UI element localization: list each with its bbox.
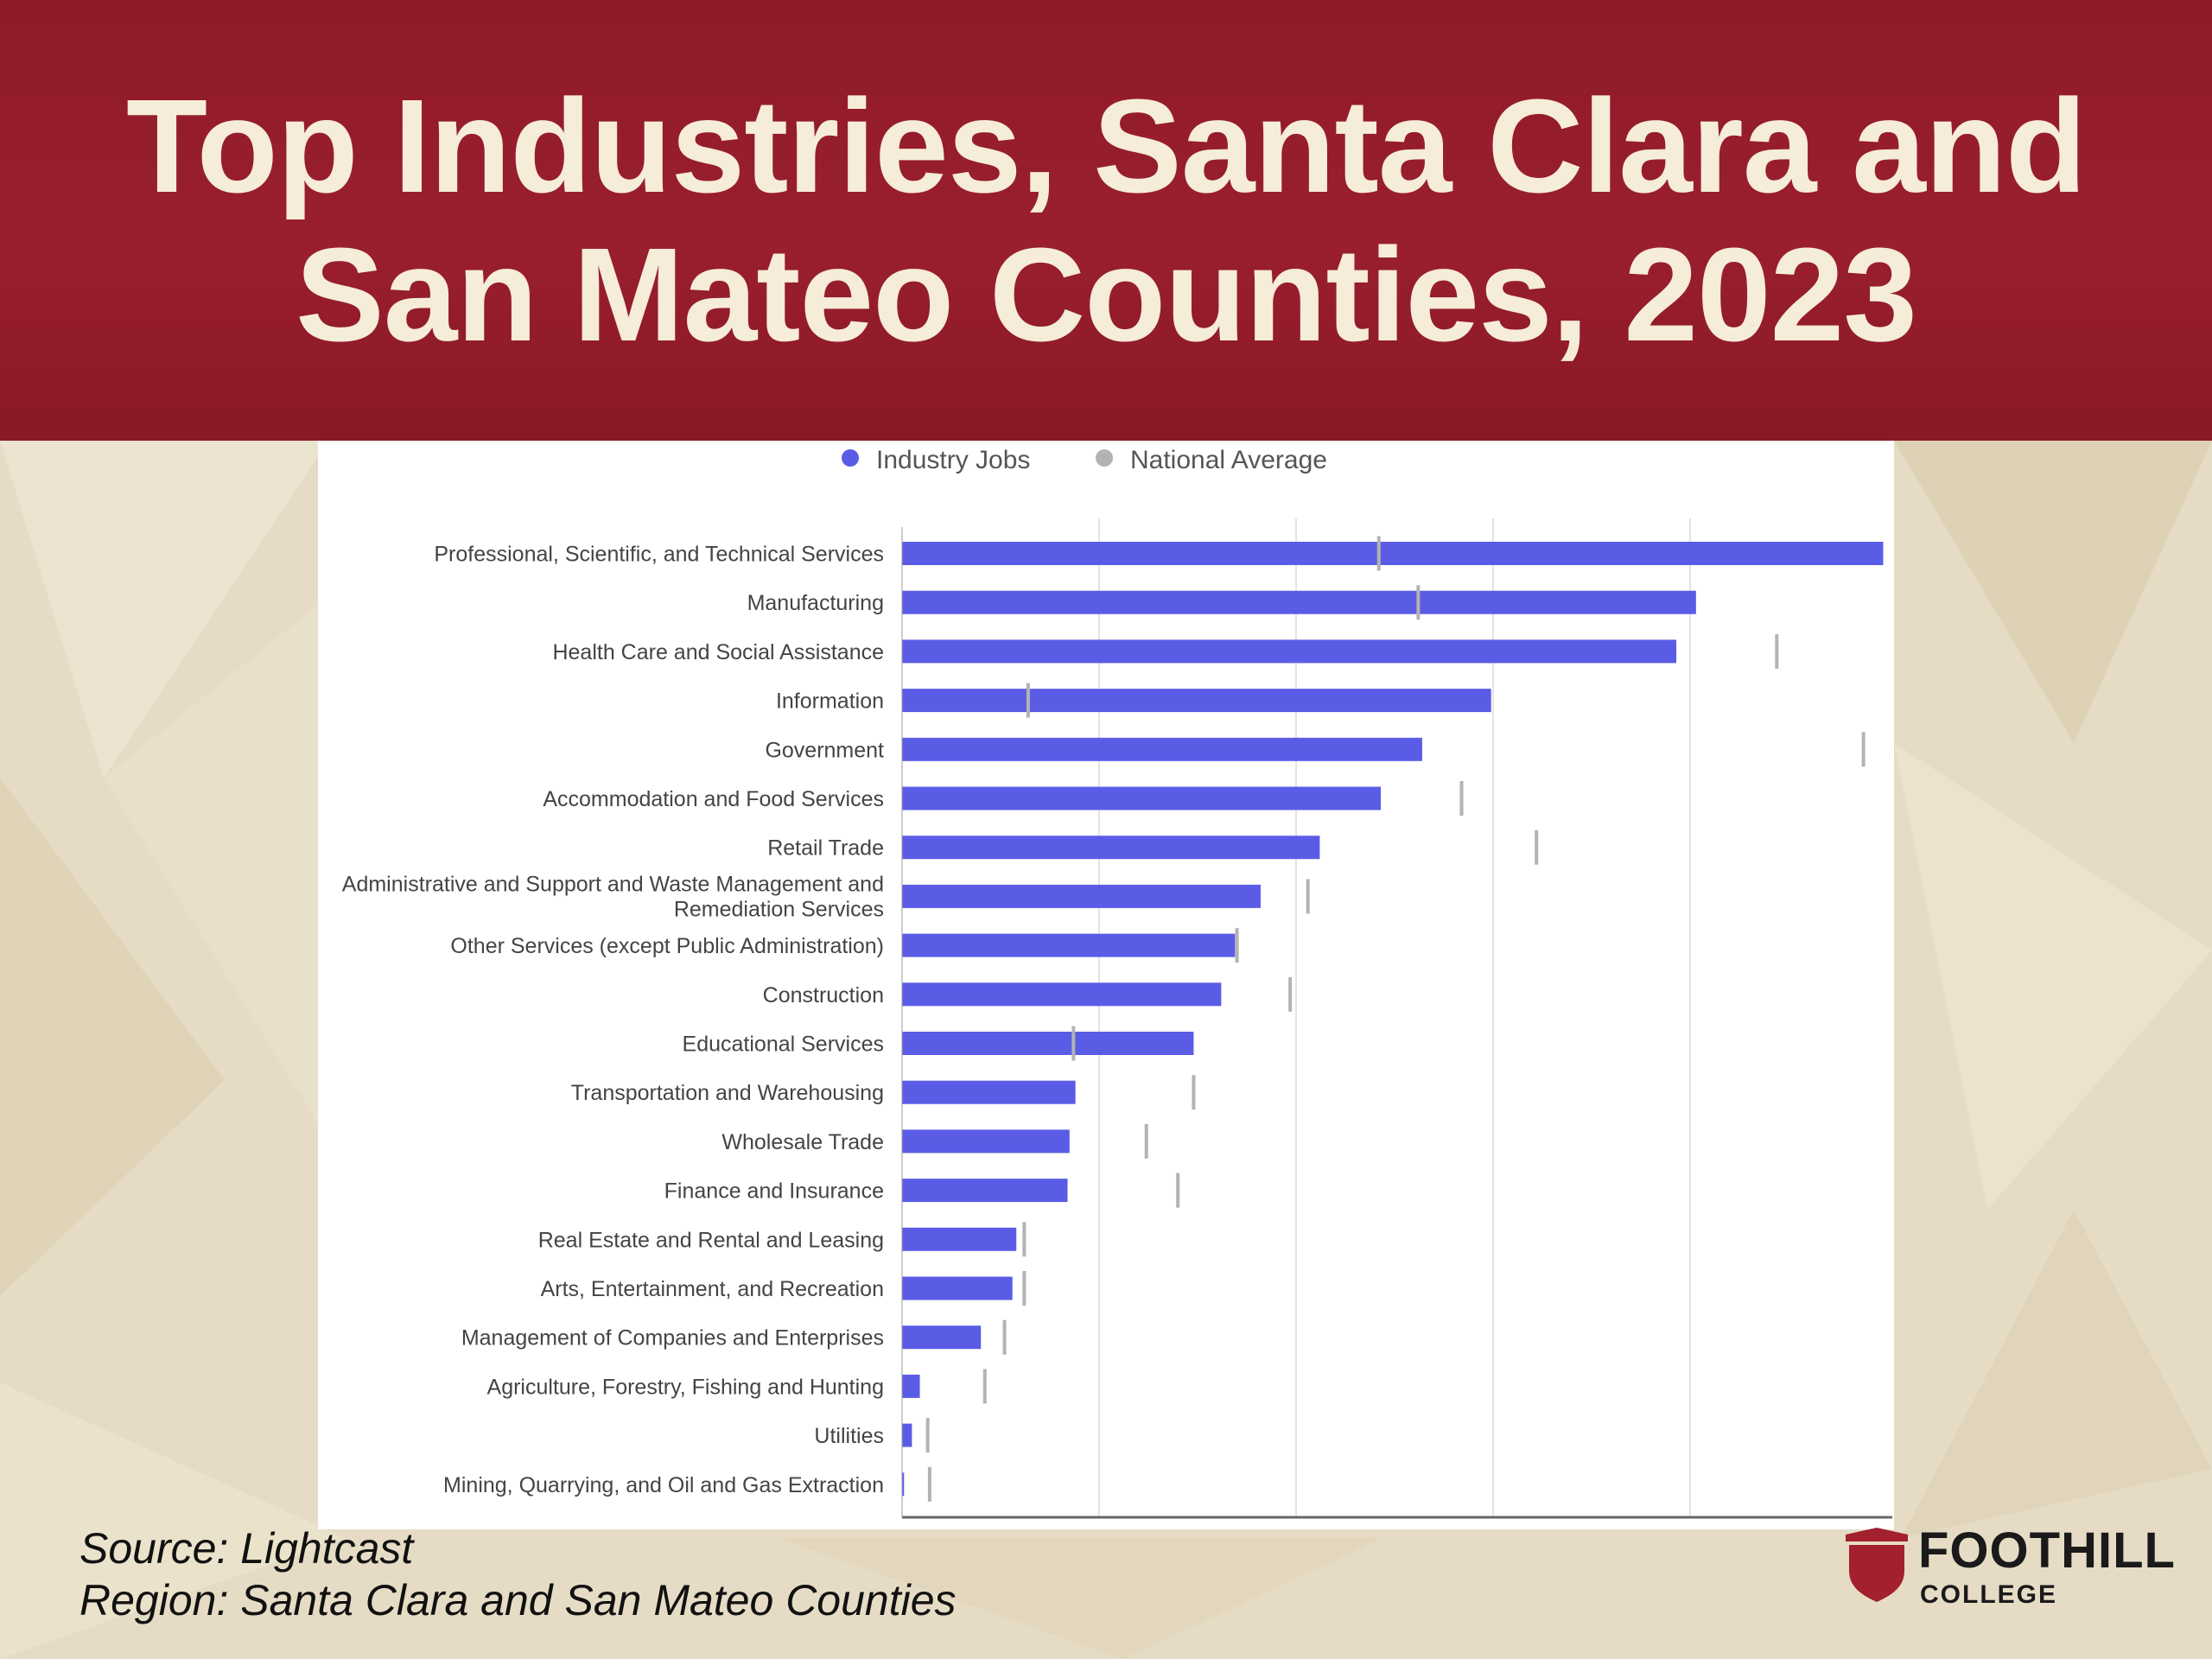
category-label: Health Care and Social Assistance [552,640,884,664]
category-label: Educational Services [683,1033,884,1057]
foothill-logo: FOOTHILL COLLEGE [1840,1522,2175,1635]
category-label: Manufacturing [747,591,884,615]
category-label: Arts, Entertainment, and Recreation [541,1277,884,1301]
bar-industry-jobs [902,933,1236,957]
category-label: Agriculture, Forestry, Fishing and Hunti… [487,1375,884,1399]
category-label: Professional, Scientific, and Technical … [434,543,884,567]
bar-industry-jobs [902,1032,1194,1055]
bar-industry-jobs [902,590,1696,614]
legend-label-national-average: National Average [1130,446,1327,474]
title-line-2: San Mateo Counties, 2023 [296,220,1917,369]
title-banner: Top Industries, Santa Clara and San Mate… [0,0,2212,441]
region-line: Region: Santa Clara and San Mateo Counti… [79,1576,957,1624]
category-label: Information [776,690,884,714]
category-label: Retail Trade [767,836,884,861]
category-label: Administrative and Support and Waste Man… [342,872,884,921]
category-label: Mining, Quarrying, and Oil and Gas Extra… [443,1473,884,1497]
category-label: Finance and Insurance [664,1179,884,1204]
source-block: Source: Lightcast Region: Santa Clara an… [79,1522,957,1626]
bar-industry-jobs [902,1080,1076,1104]
bar-industry-jobs [902,786,1382,810]
chart-panel: Industry Jobs National Average Professiona… [318,441,1894,1529]
legend-marker-industry-jobs [842,449,859,467]
bar-industry-jobs [902,1423,912,1447]
page-title: Top Industries, Santa Clara and San Mate… [112,72,2100,369]
source-line: Source: Lightcast [79,1524,414,1573]
category-label: Wholesale Trade [721,1130,884,1154]
bar-industry-jobs [902,1129,1070,1154]
title-line-1: Top Industries, Santa Clara and [125,72,2087,220]
category-label: Real Estate and Rental and Leasing [538,1228,884,1252]
bar-chart: Industry Jobs National Average Professiona… [342,446,1892,1529]
bar-industry-jobs [902,836,1320,860]
category-label: Transportation and Warehousing [571,1081,884,1105]
bar-industry-jobs [902,689,1491,713]
legend-marker-national-average [1096,449,1113,467]
category-label: Government [765,738,884,762]
bar-industry-jobs [902,884,1261,908]
bar-industry-jobs [902,1325,982,1350]
bar-industry-jobs [902,542,1884,565]
category-label: Other Services (except Public Administra… [450,934,884,958]
bar-industry-jobs [902,1276,1013,1300]
shield-icon [1846,1528,1908,1602]
category-label: Construction [763,983,884,1007]
bar-industry-jobs [902,1374,920,1398]
bar-industry-jobs [902,1227,1017,1251]
logo-name: FOOTHILL [1918,1522,2176,1579]
category-label: Utilities [814,1424,884,1448]
logo-subtitle: COLLEGE [1920,1580,2058,1609]
bar-industry-jobs [902,639,1677,664]
bar-industry-jobs [902,1179,1068,1203]
bar-industry-jobs [902,982,1222,1007]
bar-industry-jobs [902,1472,905,1497]
category-label: Management of Companies and Enterprises [461,1326,884,1351]
bar-industry-jobs [902,737,1422,761]
legend-label-industry-jobs: Industry Jobs [876,446,1030,474]
category-label: Accommodation and Food Services [543,787,884,811]
